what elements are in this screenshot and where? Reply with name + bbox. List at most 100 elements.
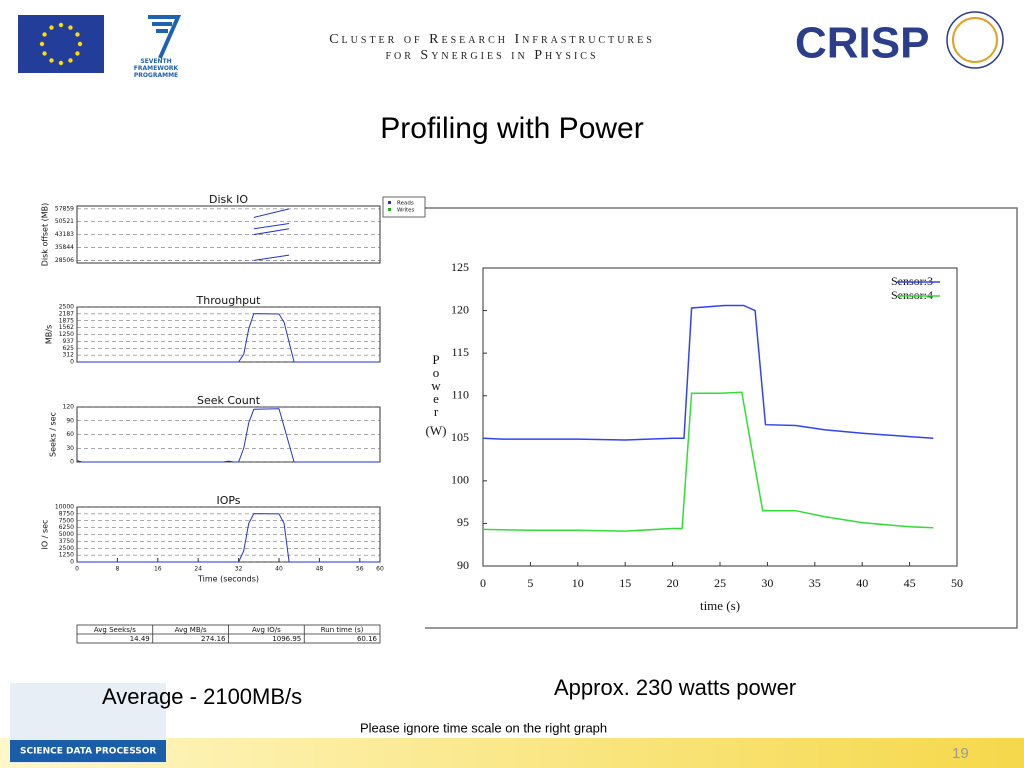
y-tick-label: 100	[451, 473, 469, 487]
table-cell: 60.16	[357, 635, 378, 643]
eu-star	[42, 51, 47, 56]
table-header: Avg MB/s	[175, 626, 207, 634]
y-tick-label: 90	[457, 558, 469, 572]
y-tick-label: 6250	[59, 524, 74, 531]
y-tick-label: 3750	[59, 538, 74, 545]
y-tick-label: 115	[451, 345, 469, 359]
series-line	[77, 513, 380, 563]
eu-star	[39, 41, 45, 47]
series-line	[482, 391, 934, 532]
y-tick-label: 8750	[59, 510, 74, 517]
legend-label: Sensor:3	[891, 274, 933, 288]
eu-star	[42, 32, 47, 37]
x-tick-label: 15	[619, 576, 631, 590]
plot-frame	[482, 267, 958, 567]
eu-stars	[39, 22, 83, 66]
x-tick-label: 40	[856, 576, 868, 590]
y-tick-label: 43183	[55, 231, 74, 238]
y-tick-label: 95	[457, 515, 469, 529]
x-tick-label: 20	[667, 576, 679, 590]
legend-label: Writes	[397, 208, 415, 214]
eu-star	[75, 32, 80, 37]
eu-star	[58, 22, 64, 28]
note: Please ignore time scale on the right gr…	[360, 720, 607, 735]
series-line	[77, 313, 380, 363]
y-tick-label: 1250	[59, 331, 74, 338]
chart-title: IOPs	[216, 494, 240, 507]
y-tick-label: 0	[70, 359, 74, 366]
y-tick-label: 125	[451, 260, 469, 274]
series-line	[253, 208, 290, 261]
y-tick-label: 30	[66, 445, 74, 452]
table-header: Avg IO/s	[252, 626, 281, 634]
x-tick-label: 35	[809, 576, 821, 590]
eu-star	[49, 58, 54, 63]
x-tick-label: 30	[761, 576, 773, 590]
y-tick-label: 1875	[59, 317, 74, 324]
x-tick-label: 8	[115, 566, 119, 573]
header-line2: for Synergies in Physics	[385, 48, 598, 63]
y-tick-label: 1250	[59, 552, 74, 559]
eu-star	[58, 60, 64, 66]
crisp-logo: CRISP	[795, 19, 929, 68]
header-line1: Cluster of Research Infrastructures	[329, 32, 655, 47]
y-tick-label: 1562	[59, 324, 74, 331]
table-cell: 274.16	[201, 635, 226, 643]
crisp-rings	[946, 11, 1004, 69]
x-tick-label: 40	[275, 566, 283, 573]
x-tick-label: 25	[714, 576, 726, 590]
chart-title: Seek Count	[197, 394, 261, 407]
y-tick-label: 2187	[59, 310, 74, 317]
y-tick-label: 0	[70, 459, 74, 466]
eu-star	[49, 25, 54, 30]
series-line	[76, 408, 380, 463]
series-line	[482, 304, 934, 441]
y-tick-label: 7500	[59, 517, 74, 524]
chart-title: Throughput	[196, 294, 262, 307]
table-cell: 14.49	[130, 635, 150, 643]
chart-title: Disk IO	[209, 193, 248, 206]
y-tick-label: 10000	[55, 504, 74, 511]
y-tick-label: 0	[70, 559, 74, 566]
y-tick-label: 90	[66, 417, 74, 424]
x-tick-label: 60	[376, 566, 384, 573]
y-tick-label: 35844	[55, 244, 74, 251]
y-axis-label: Power	[429, 352, 444, 417]
table-header: Avg Seeks/s	[94, 626, 136, 634]
page-number: 19	[952, 745, 969, 762]
eu-star	[68, 25, 73, 30]
slide-title: Profiling with Power	[380, 112, 643, 145]
sdp-bar	[10, 740, 166, 762]
x-tick-label: 45	[904, 576, 916, 590]
eu-star	[77, 41, 83, 47]
x-tick-label: 48	[316, 566, 324, 573]
y-tick-label: 120	[63, 404, 75, 411]
y-axis-label: IO / sec	[41, 520, 50, 550]
footer-band	[0, 738, 1024, 768]
x-tick-label: 10	[572, 576, 584, 590]
y-axis-label: Disk offset (MB)	[41, 203, 50, 267]
legend-swatch	[388, 201, 391, 204]
y-axis-label: Seeks / sec	[49, 412, 58, 457]
fp7-text-box: SEVENTH FRAMEWORK PROGRAMME	[133, 58, 179, 78]
table-header: Run time (s)	[321, 626, 364, 634]
y-tick-label: 937	[63, 338, 75, 345]
eu-star	[75, 51, 80, 56]
fp7-text: SEVENTH FRAMEWORK PROGRAMME	[133, 58, 179, 78]
table-cell: 1096.95	[272, 635, 301, 643]
right-caption: Approx. 230 watts power	[554, 675, 796, 700]
y-tick-label: 2500	[59, 545, 74, 552]
x-axis-label: time (s)	[700, 598, 740, 613]
legend-swatch	[388, 208, 391, 211]
y-tick-label: 28506	[55, 257, 74, 264]
y-tick-label: 120	[451, 302, 469, 316]
y-tick-label: 57859	[55, 205, 74, 212]
y-tick-label: 110	[451, 387, 469, 401]
x-axis-label: Time (seconds)	[197, 575, 259, 584]
left-caption: Average - 2100MB/s	[102, 684, 302, 709]
fp7-icon	[148, 15, 182, 59]
legend-label: Sensor:4	[891, 288, 933, 302]
x-tick-label: 0	[75, 566, 79, 573]
